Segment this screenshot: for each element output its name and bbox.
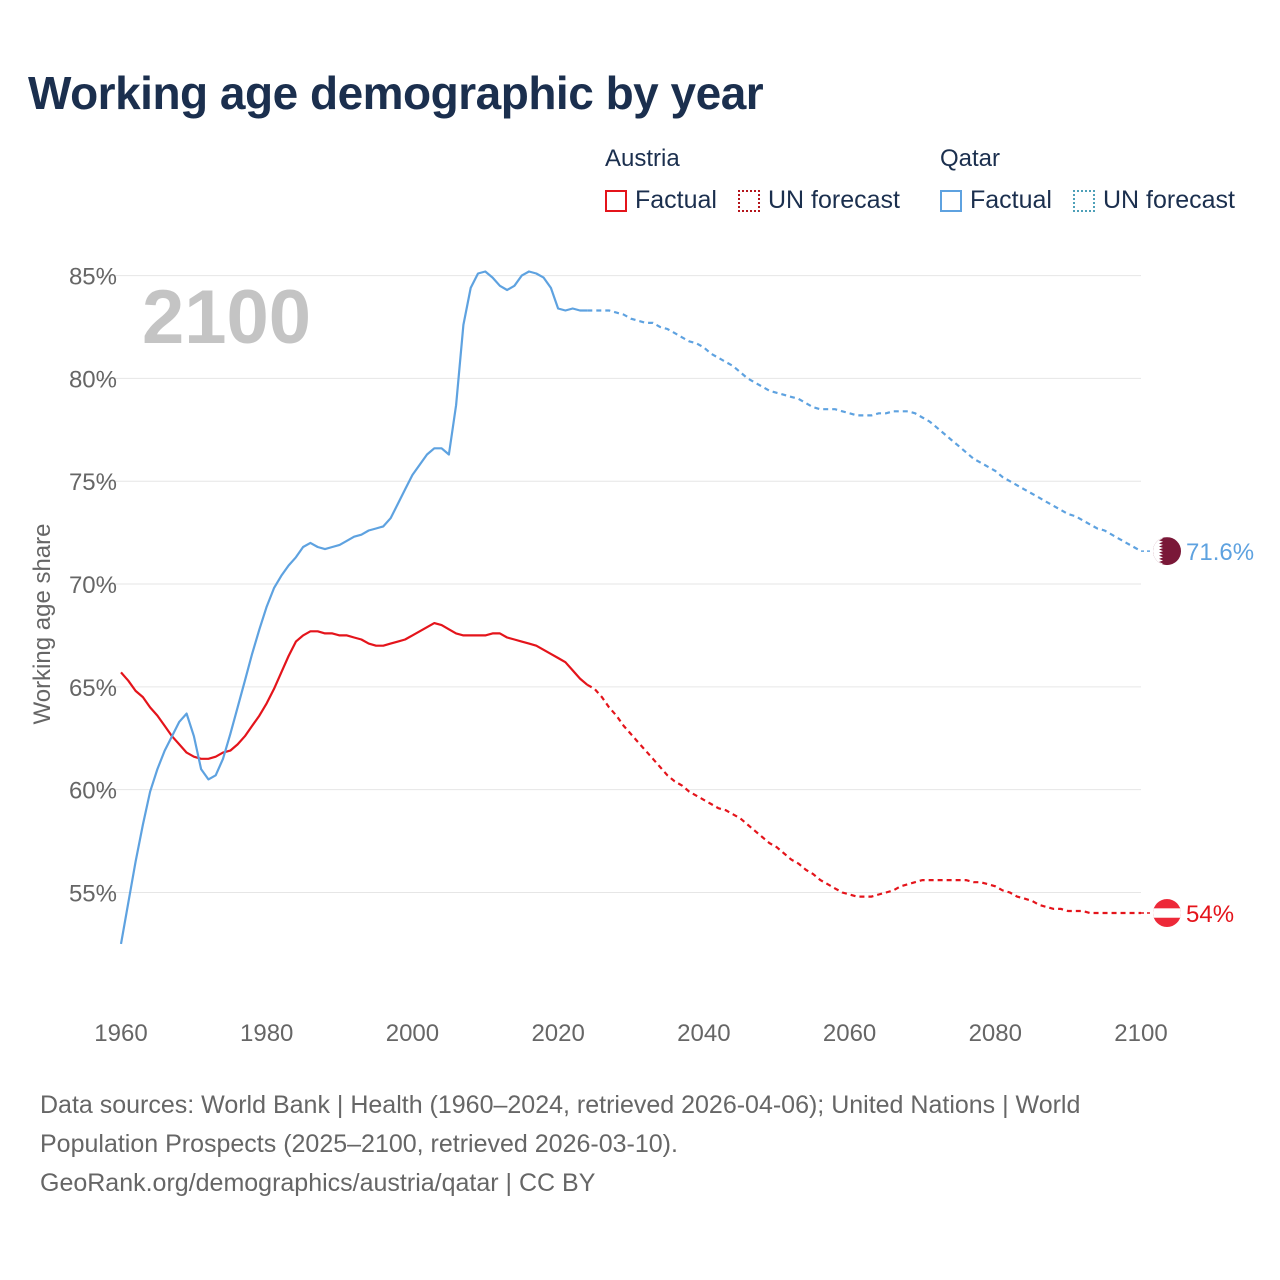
end-markers: 54% 71.6% [1141,537,1254,928]
legend-label: UN forecast [1103,186,1235,214]
legend-label: UN forecast [768,186,900,214]
year-watermark: 2100 [142,275,311,360]
x-tick-label: 2020 [531,1020,584,1047]
legend-label: Factual [635,186,717,214]
y-tick-label: 75% [69,469,117,496]
series-line-qatar-factual [119,270,588,945]
legend-item-austria-factual[interactable]: Factual [605,186,717,215]
x-tick-label: 2080 [969,1020,1022,1047]
x-tick-label: 2100 [1114,1020,1167,1047]
x-axis-ticks: 1960 1980 2000 2020 2040 2060 2080 2100 [94,1020,1167,1047]
y-axis-ticks: 55% 60% 65% 70% 75% 80% 85% [69,264,117,908]
footer-sources: Data sources: World Bank | Health (1960–… [40,1086,1160,1203]
y-tick-label: 65% [69,675,117,702]
grid-lines [100,275,1141,893]
end-value-label-austria: 54% [1186,901,1234,928]
legend-label: Factual [970,186,1052,214]
y-tick-label: 80% [69,366,117,393]
series-line-qatar-forecast [587,309,1142,553]
legend-item-austria-forecast[interactable]: UN forecast [738,186,900,215]
x-tick-label: 1960 [94,1020,147,1047]
qatar-flag-icon [1153,537,1181,566]
x-tick-label: 2060 [823,1020,876,1047]
y-tick-label: 55% [69,880,117,907]
legend-swatch-solid-icon [940,189,962,212]
footer-line-2: Population Prospects (2025–2100, retriev… [40,1130,678,1158]
series-lines [119,270,1142,945]
footer-line-1: Data sources: World Bank | Health (1960–… [40,1091,1081,1119]
legend-swatch-solid-icon [605,189,627,212]
x-tick-label: 2040 [677,1020,730,1047]
line-chart: 2100 55% 60% 65% 70% 75% 80% 85% 1960 1980 2000 2… [29,264,1254,1047]
footer-line-3[interactable]: GeoRank.org/demographics/austria/qatar |… [40,1169,596,1197]
y-tick-label: 60% [69,778,117,805]
legend-group-qatar: Qatar [940,145,1001,172]
y-axis-label: Working age share [29,524,56,725]
legend-group-austria: Austria [605,145,680,172]
end-value-label-qatar: 71.6% [1186,539,1254,566]
x-tick-label: 2000 [386,1020,439,1047]
chart-title: Working age demographic by year [28,67,764,119]
legend-item-qatar-forecast[interactable]: UN forecast [1073,186,1235,215]
series-line-austria-forecast [586,683,1141,915]
legend-swatch-dotted-icon [1073,189,1095,212]
y-tick-label: 85% [69,264,117,291]
y-tick-label: 70% [69,572,117,599]
series-line-austria-factual [120,622,589,760]
legend-item-qatar-factual[interactable]: Factual [940,186,1052,215]
austria-flag-icon [1153,899,1181,928]
x-tick-label: 1980 [240,1020,293,1047]
legend-swatch-dotted-icon [738,189,760,212]
